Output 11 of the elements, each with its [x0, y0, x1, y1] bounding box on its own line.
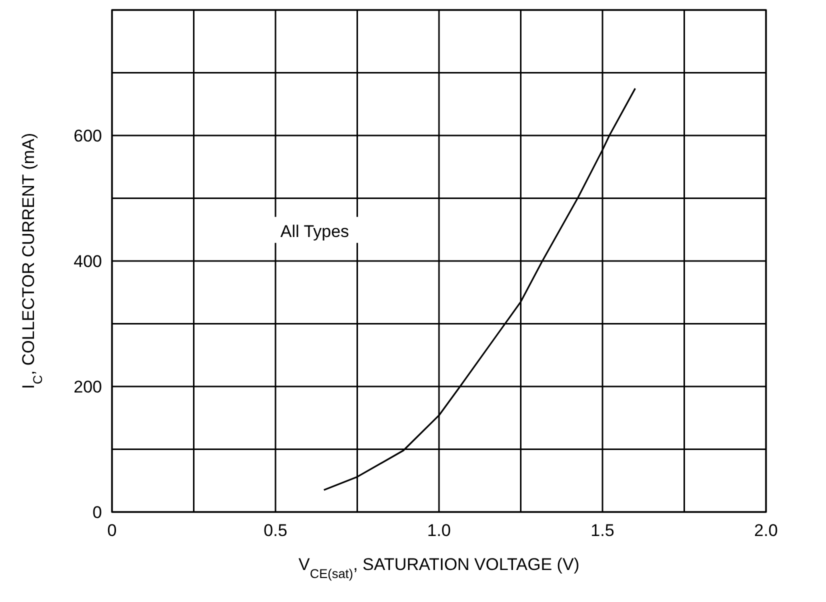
x-tick-label: 1.0 — [427, 521, 451, 540]
x-tick-label: 0 — [107, 521, 117, 540]
x-tick-label: 0.5 — [264, 521, 288, 540]
annotation: All Types — [280, 222, 350, 241]
x-tick-label: 1.5 — [590, 521, 614, 540]
x-tick-label: 2.0 — [754, 521, 778, 540]
y-tick-label: 600 — [74, 126, 102, 146]
y-tick-label: 200 — [74, 378, 102, 396]
x-axis-title: V$_{CE(sat)}$, SATURATION VOLTAGE (V) — [298, 555, 580, 580]
y-tick-label: 400 — [74, 252, 102, 271]
y-tick-label: 0 — [92, 503, 102, 522]
